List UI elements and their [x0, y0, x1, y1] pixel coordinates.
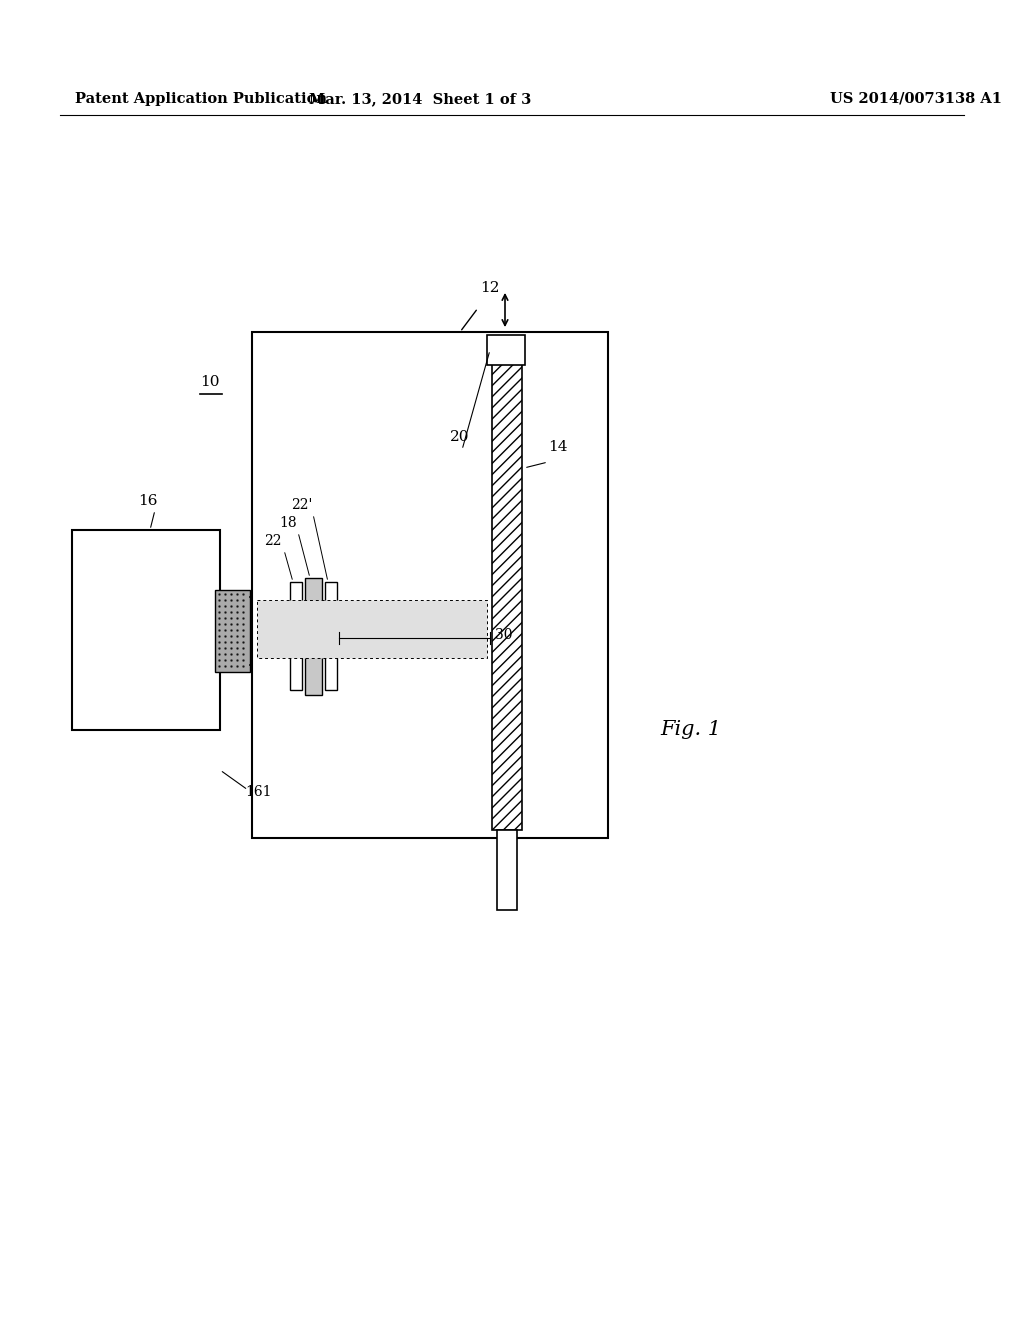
- Text: 22: 22: [264, 535, 282, 548]
- Text: 161: 161: [245, 785, 271, 799]
- Bar: [492, 348, 522, 830]
- Bar: [252, 333, 608, 838]
- Bar: [257, 601, 487, 657]
- Bar: [72, 531, 220, 730]
- Text: 14: 14: [548, 440, 567, 454]
- Text: 22': 22': [291, 498, 312, 512]
- Bar: [487, 335, 525, 366]
- Text: Patent Application Publication: Patent Application Publication: [75, 92, 327, 106]
- Text: Mar. 13, 2014  Sheet 1 of 3: Mar. 13, 2014 Sheet 1 of 3: [309, 92, 531, 106]
- Text: 20: 20: [450, 430, 469, 444]
- Bar: [305, 578, 322, 696]
- Text: 12: 12: [480, 281, 500, 294]
- Text: 18: 18: [280, 516, 297, 531]
- Bar: [497, 830, 517, 909]
- Text: US 2014/0073138 A1: US 2014/0073138 A1: [830, 92, 1002, 106]
- Text: 30: 30: [495, 628, 512, 642]
- Bar: [325, 582, 337, 690]
- Bar: [290, 582, 302, 690]
- Bar: [215, 590, 250, 672]
- Text: 16: 16: [138, 494, 158, 508]
- Text: 10: 10: [200, 375, 219, 389]
- Text: Fig. 1: Fig. 1: [660, 719, 721, 739]
